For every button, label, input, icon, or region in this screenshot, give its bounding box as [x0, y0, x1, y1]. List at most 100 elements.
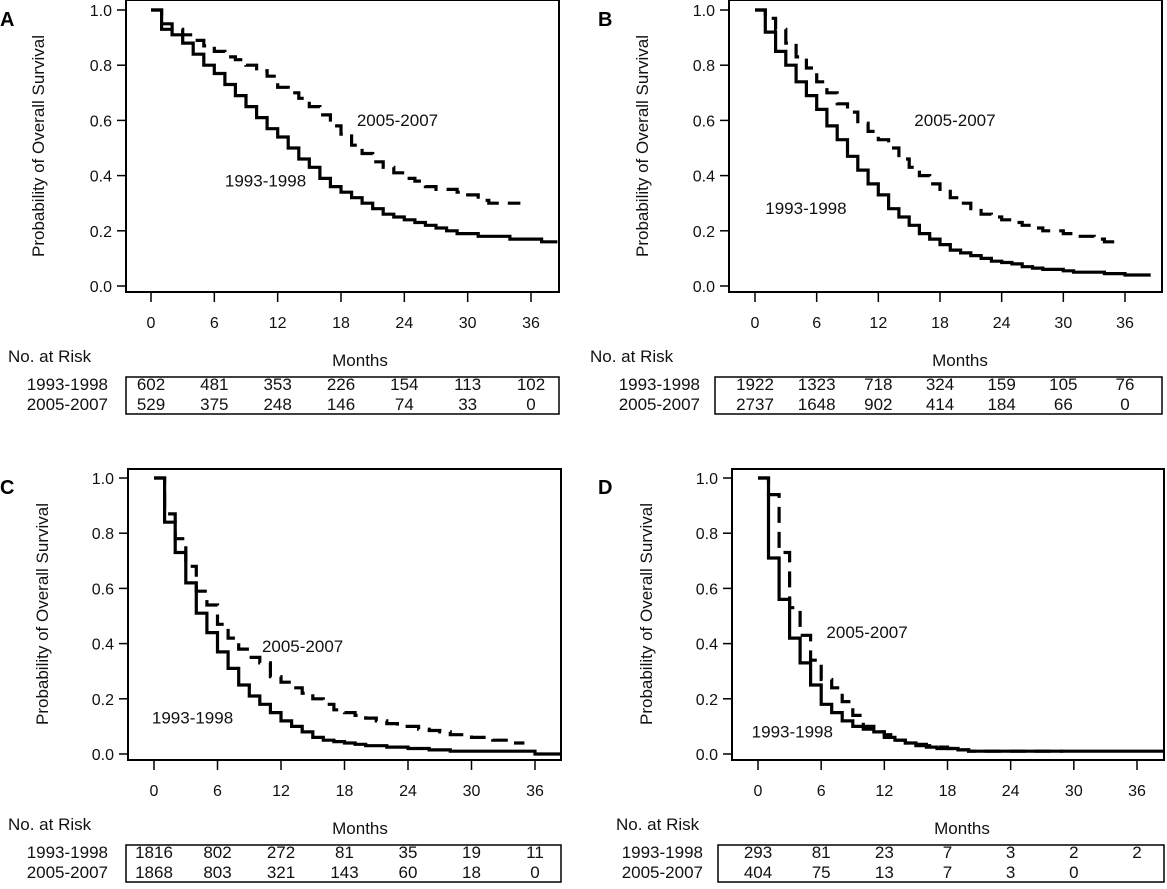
risk-table-header: No. at Risk	[8, 347, 92, 366]
y-tick-label: 0.8	[696, 526, 718, 543]
risk-count: 74	[395, 395, 414, 414]
risk-count: 321	[267, 863, 295, 882]
x-axis-title: Months	[934, 819, 990, 838]
risk-count: 143	[330, 863, 358, 882]
risk-count: 353	[263, 375, 291, 394]
x-axis-title: Months	[332, 351, 388, 370]
curve-label: 1993-1998	[152, 709, 233, 728]
risk-count: 1868	[135, 863, 173, 882]
plot-frame	[728, 0, 1163, 293]
risk-count: 33	[458, 395, 477, 414]
risk-count: 146	[327, 395, 355, 414]
x-tick-label: 0	[754, 783, 763, 800]
risk-count: 226	[327, 375, 355, 394]
risk-table-box	[717, 844, 1165, 883]
risk-count: 18	[462, 863, 481, 882]
y-tick-label: 0.2	[92, 692, 114, 709]
risk-table-box	[714, 376, 1163, 415]
panel-a: A Probability of Overall Survival 0.0 0.2 0.…	[0, 0, 560, 415]
risk-count: 293	[744, 843, 772, 862]
x-tick-label: 12	[272, 783, 290, 800]
y-tick-label: 0.4	[696, 637, 718, 654]
risk-count: 113	[454, 375, 481, 394]
plot-frame	[731, 468, 1165, 761]
y-tick-label: 0.2	[693, 224, 715, 241]
risk-count: 13	[875, 863, 894, 882]
y-tick-label: 0.6	[92, 581, 114, 598]
panel-letter: C	[0, 477, 14, 499]
x-tick-label: 30	[1054, 315, 1072, 332]
x-tick-label: 24	[993, 315, 1011, 332]
risk-count: 2	[1069, 843, 1078, 862]
risk-row-label: 1993-1998	[27, 375, 108, 394]
risk-count: 184	[987, 395, 1015, 414]
x-tick-label: 36	[522, 315, 540, 332]
survival-curve-2005-2007	[154, 476, 525, 745]
risk-count: 81	[812, 843, 831, 862]
x-tick-label: 30	[463, 783, 481, 800]
risk-count: 802	[203, 843, 231, 862]
y-tick-label: 0.6	[696, 581, 718, 598]
y-tick-label: 1.0	[90, 3, 112, 20]
risk-count: 602	[137, 375, 165, 394]
risk-row-label: 1993-1998	[622, 843, 703, 862]
panel-letter: B	[598, 9, 612, 31]
risk-count: 481	[200, 375, 228, 394]
risk-count: 902	[864, 395, 892, 414]
risk-count: 0	[530, 863, 539, 882]
risk-row-label: 2005-2007	[27, 863, 108, 882]
x-tick-label: 6	[812, 315, 821, 332]
x-tick-label: 6	[213, 783, 222, 800]
risk-table-box	[125, 844, 562, 883]
y-tick-label: 0.0	[696, 747, 718, 764]
x-tick-label: 36	[1116, 315, 1134, 332]
y-tick-label: 1.0	[693, 3, 715, 20]
risk-count: 272	[267, 843, 295, 862]
risk-count: 81	[335, 843, 354, 862]
risk-count: 35	[399, 843, 418, 862]
x-tick-label: 18	[336, 783, 354, 800]
risk-count: 248	[263, 395, 291, 414]
x-tick-label: 18	[939, 783, 957, 800]
y-tick-label: 0.0	[90, 279, 112, 296]
risk-count: 3	[1006, 863, 1015, 882]
y-axis-title: Probability of Overall Survival	[637, 503, 656, 725]
risk-count: 3	[1006, 843, 1015, 862]
x-tick-label: 18	[332, 315, 350, 332]
x-tick-label: 24	[399, 783, 417, 800]
y-axis-title: Probability of Overall Survival	[633, 35, 652, 257]
y-tick-label: 0.0	[693, 279, 715, 296]
risk-count: 66	[1054, 395, 1073, 414]
x-tick-label: 18	[931, 315, 949, 332]
x-tick-label: 24	[395, 315, 413, 332]
risk-count: 1323	[798, 375, 836, 394]
y-tick-label: 0.8	[92, 526, 114, 543]
x-tick-label: 0	[751, 315, 760, 332]
risk-count: 11	[526, 843, 544, 862]
risk-count: 102	[517, 375, 545, 394]
risk-table-header: No. at Risk	[616, 815, 700, 834]
risk-count: 19	[462, 843, 481, 862]
x-tick-label: 30	[1065, 783, 1083, 800]
risk-count: 2737	[736, 395, 774, 414]
curve-label: 2005-2007	[914, 111, 995, 130]
risk-count: 718	[864, 375, 892, 394]
risk-count: 76	[1116, 375, 1135, 394]
x-tick-label: 12	[869, 315, 887, 332]
panel-c: C Probability of Overall Survival 0.0 0.2 0.…	[0, 468, 562, 883]
risk-count: 105	[1049, 375, 1077, 394]
y-tick-label: 0.4	[90, 169, 112, 186]
y-tick-label: 0.4	[92, 637, 114, 654]
curve-label: 1993-1998	[765, 199, 846, 218]
risk-count: 7	[943, 843, 952, 862]
x-tick-label: 36	[526, 783, 544, 800]
survival-curve-1993-1998	[755, 8, 1151, 277]
panel-b: B Probability of Overall Survival 0.0 0.2 0.…	[590, 0, 1163, 415]
curve-label: 1993-1998	[752, 722, 833, 741]
risk-count: 324	[926, 375, 954, 394]
y-tick-label: 1.0	[696, 471, 718, 488]
risk-count: 1648	[798, 395, 836, 414]
risk-count: 23	[875, 843, 894, 862]
x-tick-label: 0	[147, 315, 156, 332]
risk-count: 75	[812, 863, 831, 882]
